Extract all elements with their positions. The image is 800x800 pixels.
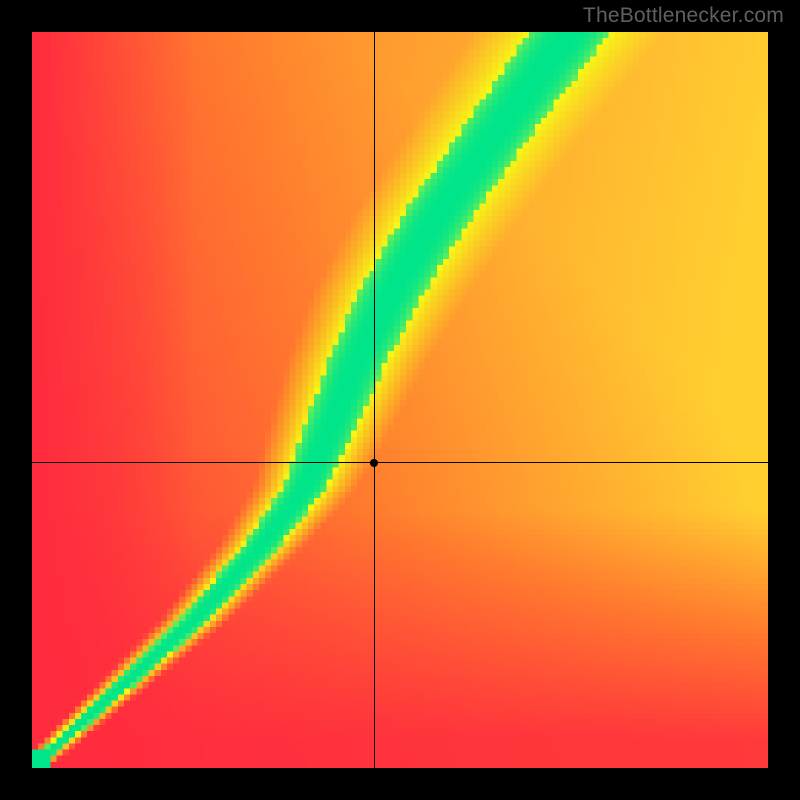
watermark-text: TheBottlenecker.com xyxy=(583,4,784,28)
frame-bottom xyxy=(0,768,800,800)
frame-left xyxy=(0,0,32,800)
crosshair-horizontal xyxy=(32,462,768,463)
chart-container: TheBottlenecker.com xyxy=(0,0,800,800)
heatmap-canvas xyxy=(32,32,768,768)
heatmap-area xyxy=(32,32,768,768)
crosshair-dot xyxy=(370,459,378,467)
frame-right xyxy=(768,0,800,800)
crosshair-vertical xyxy=(374,32,375,768)
